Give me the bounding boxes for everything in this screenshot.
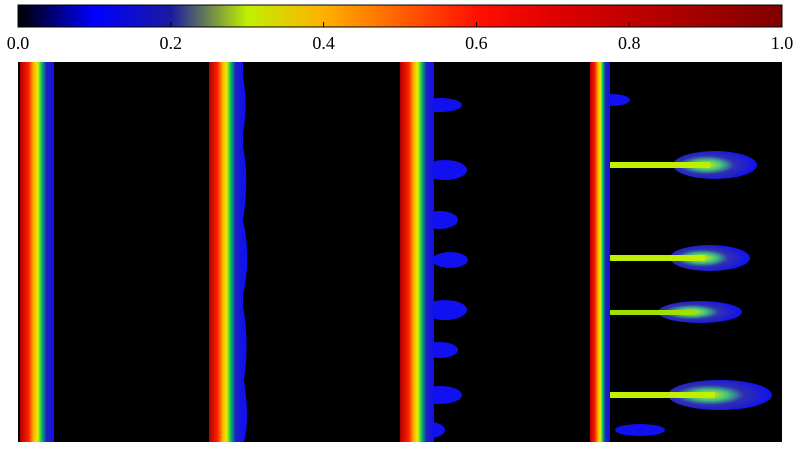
front bbox=[20, 62, 54, 442]
panels bbox=[18, 62, 782, 442]
fingers bbox=[594, 94, 772, 436]
front bbox=[400, 62, 434, 442]
tick-label: 0.4 bbox=[312, 33, 335, 53]
tick-label: 0.0 bbox=[7, 33, 30, 53]
front bbox=[590, 62, 610, 442]
tick-label: 0.6 bbox=[465, 33, 488, 53]
tick-label: 0.8 bbox=[618, 33, 641, 53]
colorbar bbox=[17, 4, 783, 28]
tick-label: 0.2 bbox=[160, 33, 183, 53]
front bbox=[209, 62, 243, 442]
tick-label: 1.0 bbox=[771, 33, 794, 53]
